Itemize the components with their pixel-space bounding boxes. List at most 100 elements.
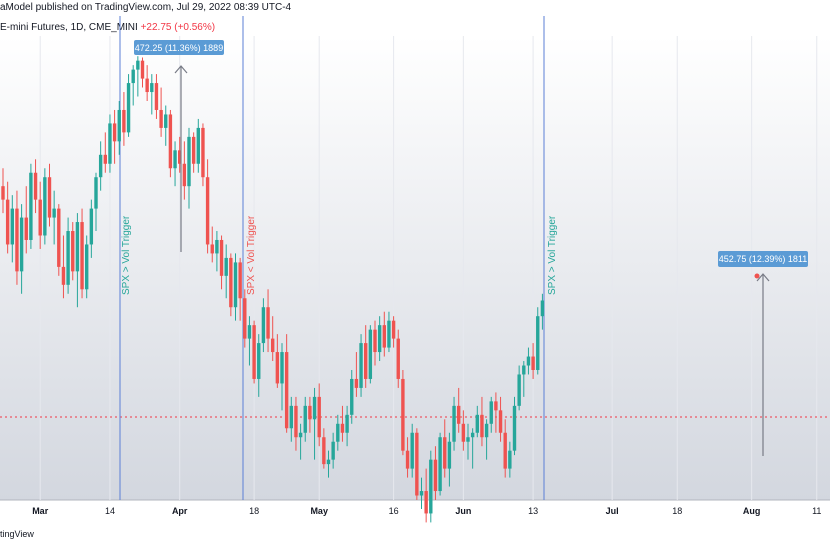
candle-body: [229, 257, 233, 308]
candle-body: [173, 150, 177, 169]
candle-body: [219, 239, 224, 276]
candle-body: [531, 356, 535, 370]
candle: [275, 334, 280, 388]
candle: [364, 325, 368, 388]
candle-body: [5, 199, 10, 245]
candle: [322, 428, 326, 469]
candle: [103, 132, 107, 173]
candle: [47, 163, 52, 227]
plot-background: [0, 36, 830, 500]
candle: [526, 347, 531, 375]
candle-body: [66, 231, 70, 285]
candle: [238, 257, 242, 321]
candle-body: [275, 352, 280, 384]
candle: [289, 396, 293, 442]
candle-body: [405, 450, 410, 469]
candle-body: [61, 266, 66, 285]
candle-body: [457, 405, 461, 424]
candle: [336, 414, 340, 451]
candle: [457, 387, 461, 433]
candle: [368, 325, 373, 384]
candle: [280, 343, 284, 411]
candle-body: [52, 208, 56, 218]
candle-body: [512, 405, 517, 451]
candle: [210, 226, 214, 263]
candle-body: [196, 127, 200, 164]
candle-body: [494, 401, 498, 411]
candle-body: [303, 405, 307, 433]
candle: [377, 316, 382, 362]
candle-body: [480, 414, 484, 438]
candle: [396, 329, 400, 388]
candle: [24, 186, 28, 254]
candle-body: [154, 83, 159, 110]
candle-body: [187, 136, 191, 187]
candle: [359, 334, 363, 397]
candle-body: [522, 365, 526, 375]
candle: [205, 159, 210, 254]
candle: [331, 432, 335, 469]
candle: [517, 365, 521, 411]
candle-body: [540, 300, 545, 317]
candle: [89, 199, 94, 258]
candle: [257, 334, 261, 397]
candle: [470, 428, 475, 469]
x-tick-label: Jul: [606, 506, 619, 516]
candle-body: [140, 60, 145, 79]
candle: [243, 289, 247, 348]
candle-body: [447, 441, 452, 469]
candle: [201, 123, 205, 187]
candle: [308, 396, 312, 433]
candle: [461, 410, 466, 451]
measure-arrow-1: 472.25 (11.36%) 1889: [134, 40, 224, 252]
candle: [424, 468, 428, 523]
candle-body: [424, 491, 428, 514]
candle-body: [136, 60, 140, 70]
candle-body: [484, 423, 489, 438]
candle-body: [466, 437, 470, 442]
x-tick-label: 16: [389, 506, 399, 516]
symbol-change: +22.75 (+0.56%): [140, 22, 216, 33]
candle-body: [340, 423, 345, 433]
candle: [512, 396, 517, 456]
candle-body: [401, 378, 405, 451]
candle-body: [252, 325, 256, 379]
candle-body: [331, 441, 335, 460]
vol-trigger-line-2: SPX < Vol Trigger: [242, 16, 257, 500]
candle: [71, 222, 75, 281]
candle: [252, 320, 256, 384]
candle: [219, 235, 224, 290]
candle-body: [289, 405, 293, 429]
candle: [52, 190, 56, 245]
vol-trigger-line-3: SPX > Vol Trigger: [543, 16, 558, 500]
candle-body: [19, 217, 24, 272]
published-line: aModel published on TradingView.com, Jul…: [0, 2, 292, 13]
candle-body: [131, 69, 135, 84]
candle-body: [326, 459, 331, 465]
candle: [10, 195, 14, 263]
candle: [475, 405, 479, 438]
candle-body: [396, 338, 400, 379]
candle-body: [489, 401, 493, 424]
candle: [38, 181, 42, 249]
candle: [373, 320, 377, 366]
candle: [522, 361, 526, 397]
candle-body: [205, 177, 210, 245]
candle: [531, 343, 535, 379]
candle-body: [415, 432, 419, 496]
candle: [452, 396, 456, 451]
candle: [1, 168, 5, 214]
candle-body: [298, 432, 303, 438]
candle-body: [354, 378, 359, 388]
candle: [131, 65, 135, 106]
measure-arrow-2: 452.75 (12.39%) 1811: [718, 251, 808, 456]
candle: [317, 383, 321, 447]
candle-body: [429, 459, 433, 514]
vol-trigger-label-1: SPX > Vol Trigger: [121, 215, 132, 295]
candle: [489, 396, 493, 433]
candle: [19, 204, 24, 294]
candle: [85, 235, 89, 299]
candle: [438, 432, 442, 496]
candle: [433, 446, 438, 500]
